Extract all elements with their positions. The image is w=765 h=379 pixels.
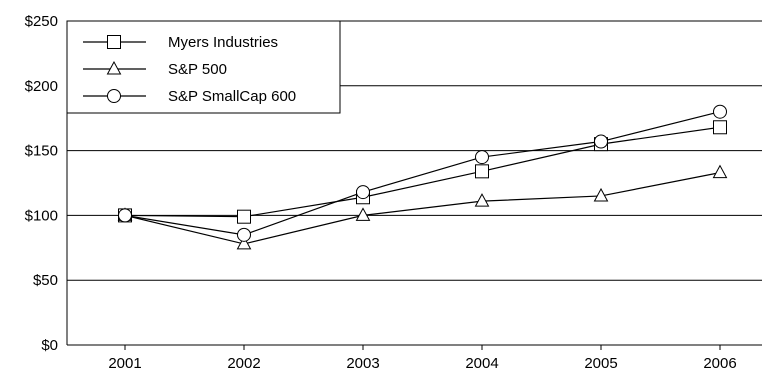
x-tick-label: 2001 <box>108 355 141 372</box>
x-tick-label: 2005 <box>584 355 617 372</box>
y-tick-label: $150 <box>25 143 58 160</box>
data-point-s-p-500 <box>355 207 371 221</box>
y-tick-label: $250 <box>25 13 58 30</box>
data-point-myers-industries <box>475 164 489 179</box>
series-layer <box>117 104 728 250</box>
y-tick-label: $50 <box>33 272 58 289</box>
series-line-s-p-smallcap-600 <box>124 111 721 236</box>
data-point-myers-industries <box>713 120 727 135</box>
x-tick-label: 2002 <box>227 355 260 372</box>
legend-label-s-p-smallcap-600: S&P SmallCap 600 <box>168 88 296 105</box>
data-point-s-p-smallcap-600 <box>713 104 727 119</box>
y-tick-label: $200 <box>25 78 58 95</box>
legend-marker-s-p-500 <box>106 60 122 75</box>
data-point-s-p-500 <box>236 235 252 250</box>
legend-marker-myers-industries <box>107 35 121 49</box>
data-point-s-p-500 <box>593 187 609 202</box>
data-point-s-p-500 <box>712 164 728 179</box>
data-point-s-p-smallcap-600 <box>237 227 251 242</box>
data-point-s-p-smallcap-600 <box>475 150 489 165</box>
data-point-s-p-smallcap-600 <box>118 208 132 223</box>
y-tick-labels: $0 $50 $100 $150 $200 $250 <box>25 13 58 354</box>
legend: Myers Industries S&P 500 S&P SmallCap 600 <box>66 20 341 114</box>
series-lines <box>124 111 721 245</box>
series-markers <box>117 104 728 250</box>
data-point-myers-industries <box>237 209 251 224</box>
x-tick-label: 2006 <box>703 355 736 372</box>
series-line-myers-industries <box>124 126 721 218</box>
legend-label-myers-industries: Myers Industries <box>168 34 278 51</box>
legend-marker-s-p-smallcap-600 <box>107 89 121 103</box>
data-point-s-p-smallcap-600 <box>594 134 608 149</box>
legend-label-s-p-500: S&P 500 <box>168 61 227 78</box>
x-tick-label: 2003 <box>346 355 379 372</box>
data-point-s-p-500 <box>474 193 490 207</box>
data-point-s-p-smallcap-600 <box>356 185 370 200</box>
x-tick-label: 2004 <box>465 355 498 372</box>
y-tick-label: $100 <box>25 207 58 224</box>
series-line-s-p-500 <box>124 172 721 245</box>
x-tick-labels: 2001 2002 2003 2004 2005 2006 <box>108 355 736 372</box>
y-tick-label: $0 <box>41 337 58 354</box>
